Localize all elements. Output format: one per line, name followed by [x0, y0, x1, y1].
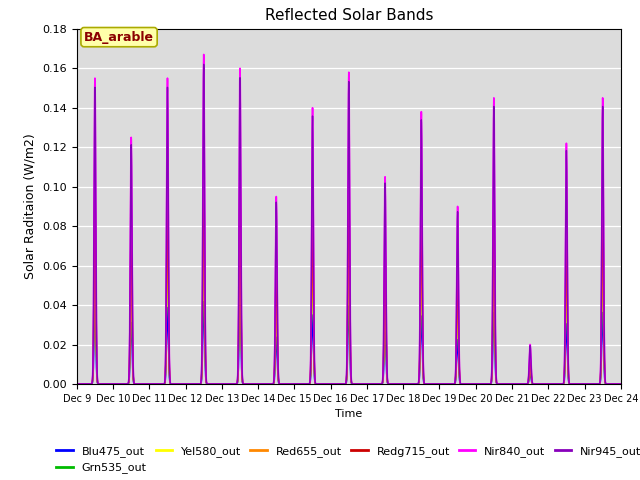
Title: Reflected Solar Bands: Reflected Solar Bands: [264, 9, 433, 24]
Legend: Blu475_out, Grn535_out, Yel580_out, Red655_out, Redg715_out, Nir840_out, Nir945_: Blu475_out, Grn535_out, Yel580_out, Red6…: [52, 442, 640, 478]
Text: BA_arable: BA_arable: [84, 31, 154, 44]
X-axis label: Time: Time: [335, 409, 362, 419]
Y-axis label: Solar Raditaion (W/m2): Solar Raditaion (W/m2): [24, 133, 36, 279]
